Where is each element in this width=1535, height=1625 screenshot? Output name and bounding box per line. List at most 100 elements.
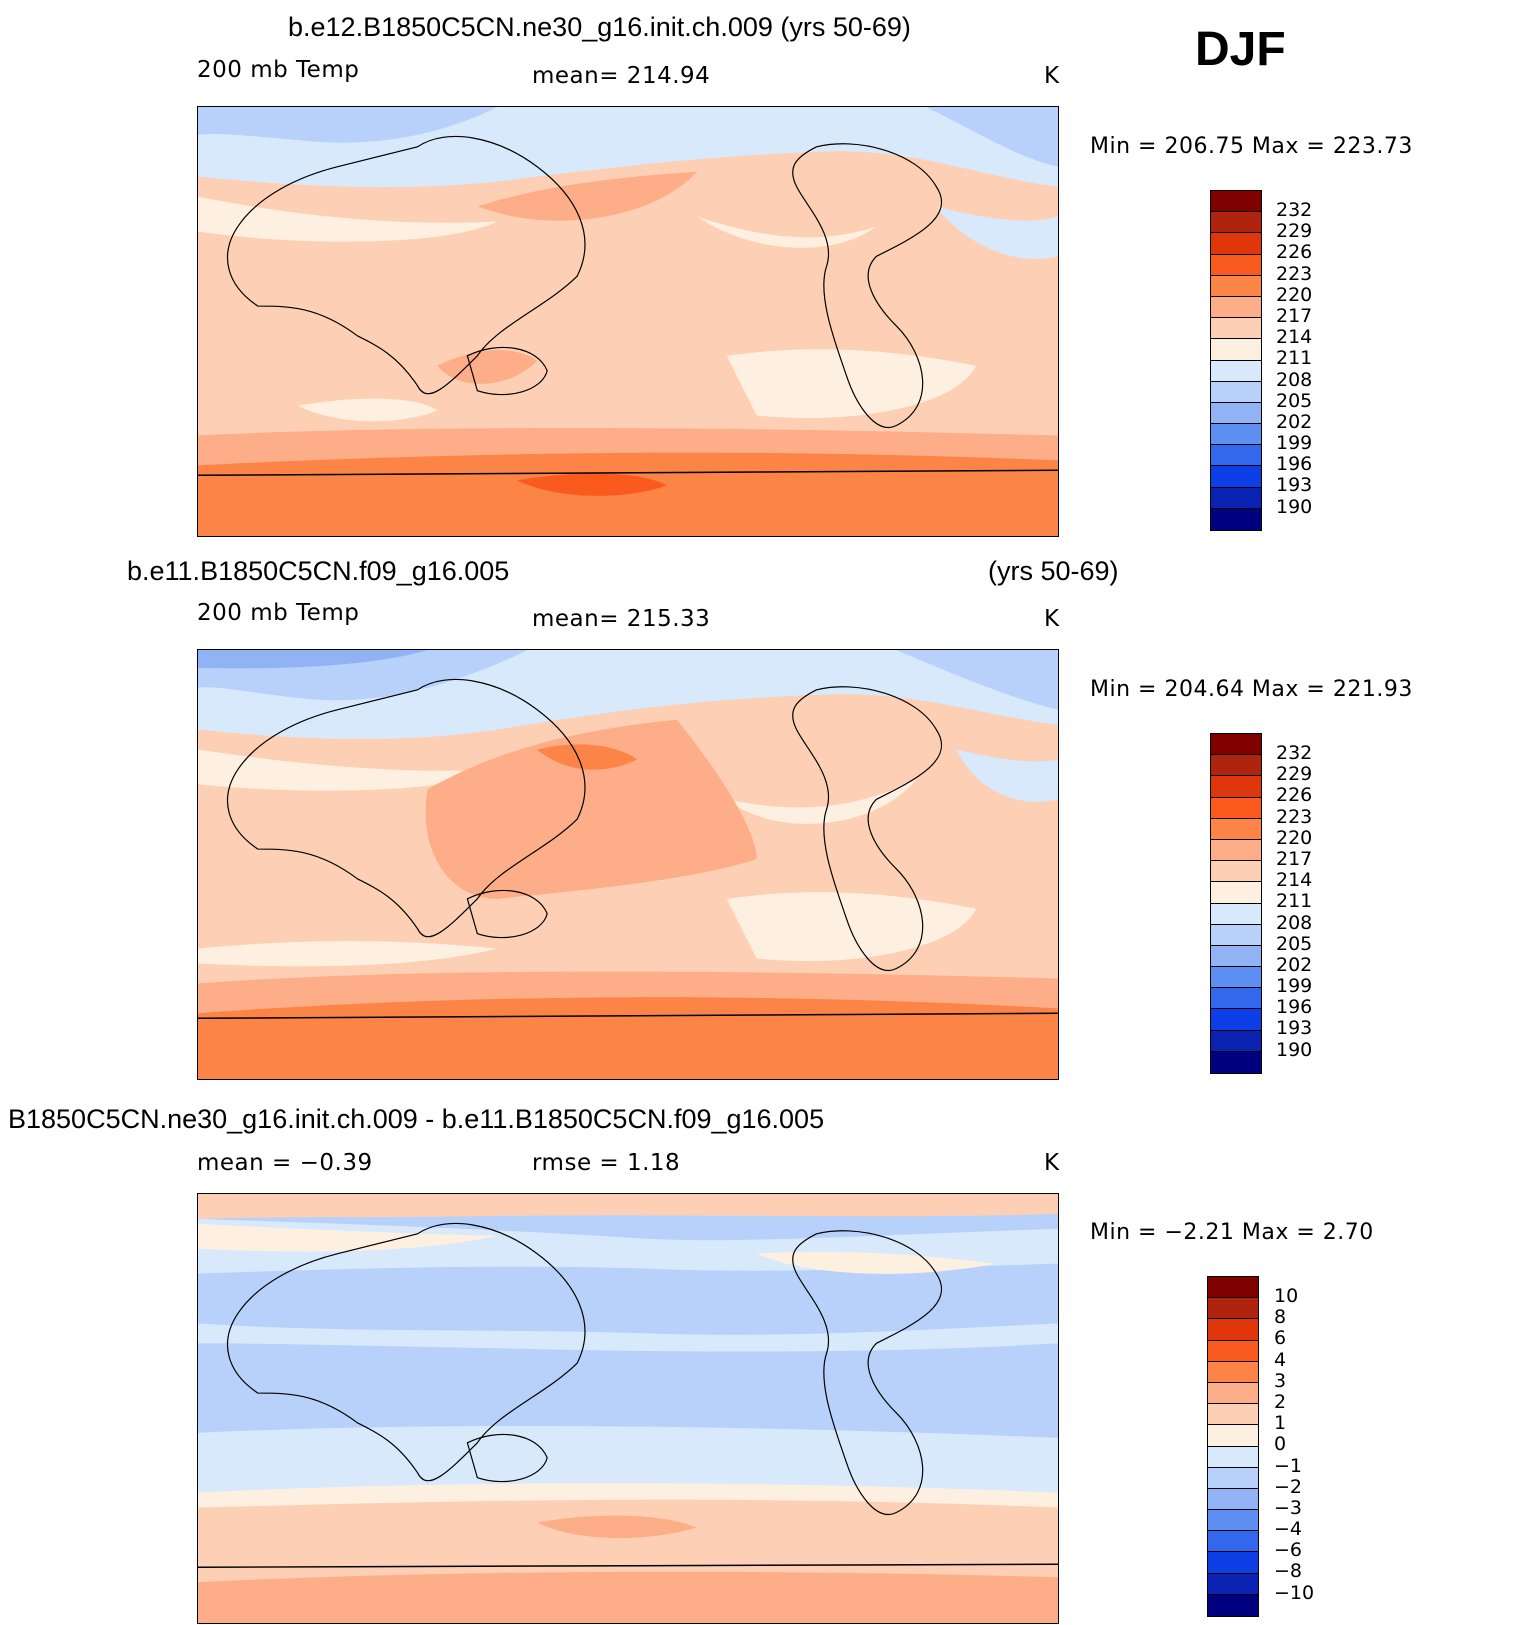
colorbar-swatch (1211, 424, 1261, 446)
panel-2-title: b.e11.B1850C5CN.f09_g16.005 (127, 556, 510, 586)
colorbar-swatch (1211, 254, 1261, 276)
colorbar-swatch (1211, 466, 1261, 488)
panel-1-colorbar (1210, 190, 1262, 531)
colorbar-label: 202 (1276, 410, 1313, 433)
colorbar-label: 202 (1276, 953, 1313, 976)
colorbar-swatch (1211, 487, 1261, 509)
colorbar-swatch (1211, 296, 1261, 319)
colorbar-label: 0 (1274, 1433, 1287, 1456)
panel-3-colorbar-labels: 10 8 6 4 3 2 1 0 −1 −2 −3 −4 −6 −8 −10 (1274, 1285, 1315, 1604)
colorbar-swatch (1211, 233, 1261, 255)
colorbar-swatch (1208, 1488, 1258, 1511)
colorbar-label: 205 (1276, 389, 1313, 412)
panel-3-units: K (1044, 1150, 1060, 1176)
colorbar-label: 223 (1276, 805, 1313, 828)
colorbar-swatch (1211, 191, 1261, 213)
panel-3-colorbar (1207, 1276, 1259, 1617)
colorbar-swatch (1211, 1051, 1261, 1073)
colorbar-swatch (1208, 1382, 1258, 1405)
colorbar-swatch (1211, 797, 1261, 819)
colorbar-swatch (1211, 318, 1261, 340)
panel-2-variable-label: 200 mb Temp (197, 600, 360, 626)
colorbar-swatch (1208, 1552, 1258, 1574)
panel-2-colorbar-labels: 232 229 226 223 220 217 214 211 208 205 … (1276, 742, 1313, 1061)
colorbar-swatch (1211, 508, 1261, 530)
colorbar-label: −2 (1274, 1475, 1303, 1498)
panel-2-minmax: Min = 204.64 Max = 221.93 (1090, 677, 1413, 702)
colorbar-label: 4 (1274, 1348, 1287, 1371)
colorbar-swatch (1211, 839, 1261, 862)
colorbar-label: 226 (1276, 241, 1313, 264)
panel-1-map (197, 106, 1059, 537)
colorbar-label: 205 (1276, 932, 1313, 955)
colorbar-label: 199 (1276, 975, 1313, 998)
panel-1-units: K (1044, 63, 1060, 89)
colorbar-label: −8 (1274, 1560, 1303, 1583)
colorbar-label: 1 (1274, 1412, 1287, 1435)
panel-3-mean-label: mean = −0.39 (197, 1150, 373, 1176)
colorbar-swatch (1211, 1009, 1261, 1031)
colorbar-swatch (1211, 755, 1261, 777)
colorbar-swatch (1211, 903, 1261, 925)
colorbar-swatch (1208, 1319, 1258, 1341)
colorbar-swatch (1211, 445, 1261, 467)
colorbar-label: 226 (1276, 784, 1313, 807)
colorbar-swatch (1208, 1361, 1258, 1383)
panel-2-title-years: (yrs 50-69) (988, 556, 1119, 586)
colorbar-label: 190 (1276, 495, 1313, 518)
colorbar-swatch (1208, 1594, 1258, 1616)
colorbar-label: 208 (1276, 368, 1313, 391)
colorbar-label: 229 (1276, 763, 1313, 786)
colorbar-label: 232 (1276, 199, 1313, 221)
colorbar-label: 217 (1276, 847, 1313, 870)
colorbar-label: 3 (1274, 1369, 1287, 1392)
colorbar-label: 211 (1276, 347, 1313, 370)
colorbar-swatch (1211, 402, 1261, 425)
colorbar-swatch (1208, 1510, 1258, 1532)
panel-1-variable-label: 200 mb Temp (197, 57, 360, 83)
colorbar-swatch (1211, 924, 1261, 946)
colorbar-swatch (1211, 734, 1261, 756)
colorbar-swatch (1211, 988, 1261, 1010)
colorbar-swatch (1211, 818, 1261, 840)
colorbar-label: 232 (1276, 742, 1313, 764)
colorbar-swatch (1208, 1573, 1258, 1595)
colorbar-label: 10 (1274, 1285, 1299, 1307)
panel-2-map (197, 649, 1059, 1080)
colorbar-swatch (1211, 275, 1261, 297)
colorbar-label: −6 (1274, 1539, 1303, 1562)
panel-1-title: b.e12.B1850C5CN.ne30_g16.init.ch.009 (yr… (288, 12, 911, 42)
colorbar-swatch (1208, 1298, 1258, 1320)
colorbar-swatch (1208, 1446, 1258, 1468)
colorbar-swatch (1211, 967, 1261, 989)
colorbar-label: −3 (1274, 1496, 1303, 1519)
colorbar-swatch (1208, 1277, 1258, 1299)
panel-3-map (197, 1193, 1059, 1624)
colorbar-label: 223 (1276, 262, 1313, 285)
colorbar-swatch (1208, 1340, 1258, 1362)
colorbar-label: 220 (1276, 826, 1313, 849)
colorbar-label: 2 (1274, 1390, 1287, 1413)
colorbar-swatch (1208, 1404, 1258, 1426)
colorbar-label: 196 (1276, 453, 1313, 476)
panel-1-mean-label: mean= 214.94 (532, 63, 711, 89)
colorbar-swatch (1211, 360, 1261, 382)
colorbar-swatch (1211, 381, 1261, 403)
colorbar-label: 193 (1276, 474, 1313, 497)
colorbar-label: −10 (1274, 1581, 1315, 1604)
colorbar-label: 208 (1276, 911, 1313, 934)
colorbar-swatch (1211, 776, 1261, 798)
colorbar-label: 190 (1276, 1038, 1313, 1061)
colorbar-swatch (1211, 212, 1261, 234)
panel-2-units: K (1044, 606, 1060, 632)
season-label: DJF (1195, 23, 1286, 76)
panel-3-rmse-label: rmse = 1.18 (532, 1150, 681, 1176)
panel-3-title: B1850C5CN.ne30_g16.init.ch.009 - b.e11.B… (8, 1104, 825, 1134)
colorbar-label: 220 (1276, 283, 1313, 306)
panel-1-minmax: Min = 206.75 Max = 223.73 (1090, 134, 1413, 159)
colorbar-swatch (1211, 861, 1261, 883)
colorbar-label: 214 (1276, 326, 1313, 349)
colorbar-label: 214 (1276, 869, 1313, 892)
panel-1-colorbar-labels: 232 229 226 223 220 217 214 211 208 205 … (1276, 199, 1313, 518)
colorbar-swatch (1211, 1030, 1261, 1052)
